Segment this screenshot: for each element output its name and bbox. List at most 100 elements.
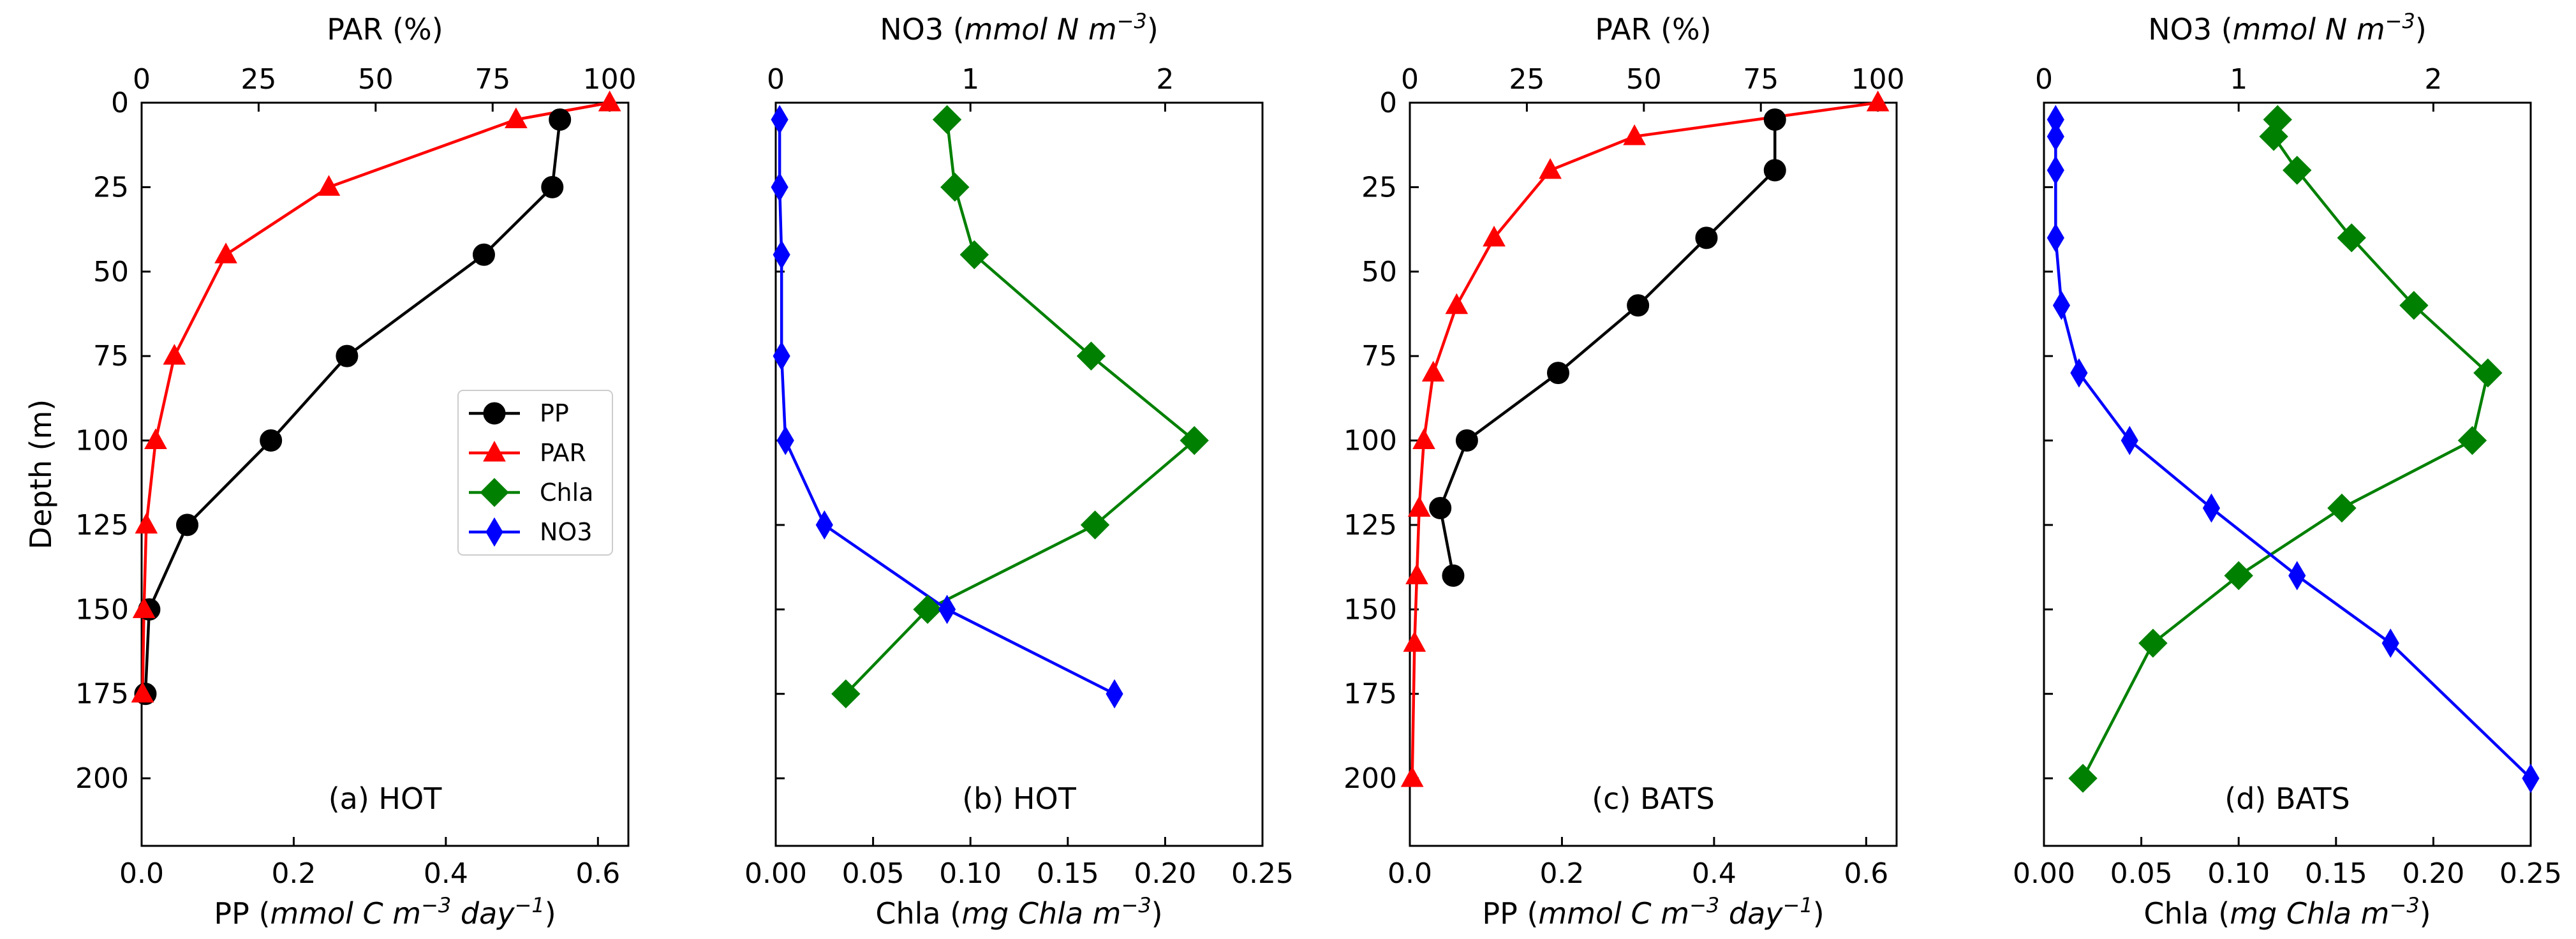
x-tick-label: 0.6	[575, 857, 620, 890]
data-point-chla	[1180, 425, 1209, 455]
data-point-par	[135, 512, 158, 534]
data-point-par	[1407, 496, 1431, 517]
data-point-par	[505, 107, 528, 128]
legend-marker-no3	[485, 517, 503, 547]
data-point-pp	[541, 175, 564, 198]
y-tick-label: 75	[93, 340, 129, 373]
y-tick-label: 175	[1344, 678, 1397, 711]
x-tick-label: 0.05	[842, 857, 905, 890]
data-point-no3	[2288, 561, 2306, 591]
x2-tick-label: 25	[1509, 63, 1544, 96]
data-point-chla	[1080, 510, 1110, 540]
x-tick-label: 0.6	[1844, 857, 1888, 890]
data-point-par	[214, 242, 237, 263]
x-tick-label: 0.0	[1388, 857, 1432, 890]
data-point-pp	[1763, 108, 1786, 131]
legend: PP PAR Chla NO3	[457, 390, 613, 556]
data-point-no3	[2121, 425, 2138, 455]
x-tick-label: 0.25	[1231, 857, 1294, 890]
data-point-chla	[959, 240, 989, 270]
data-point-no3	[2070, 358, 2088, 388]
panel-label: (a) HOT	[329, 781, 443, 816]
data-point-par	[132, 597, 156, 618]
series-line-pp	[1439, 119, 1777, 576]
x2-tick-label: 75	[1743, 63, 1779, 96]
data-point-no3	[771, 105, 788, 135]
data-point-par	[131, 681, 154, 703]
data-point-no3	[2052, 290, 2071, 320]
y-tick-label: 200	[1344, 762, 1397, 795]
data-point-par	[1483, 225, 1506, 247]
plot-frame	[774, 101, 1264, 847]
data-point-pp	[472, 243, 495, 266]
series-line-pp	[144, 119, 561, 694]
legend-label-chla: Chla	[540, 478, 593, 506]
panel-label: (b) HOT	[962, 781, 1077, 816]
x2-axis-label: NO3 (mmol N m−3)	[880, 9, 1158, 47]
data-point-no3	[2381, 628, 2399, 658]
x2-tick-label: 0	[767, 63, 785, 96]
data-point-no3	[773, 240, 790, 270]
legend-marker-par	[483, 440, 506, 462]
x2-tick-label: 25	[241, 63, 276, 96]
x2-tick-label: 1	[2230, 63, 2247, 96]
x-tick-label: 0.00	[744, 857, 807, 890]
data-point-pp	[260, 429, 283, 452]
data-point-no3	[2047, 223, 2064, 253]
x2-tick-label: 1	[961, 63, 979, 96]
data-point-pp	[1695, 226, 1718, 249]
y-tick-label: 0	[111, 87, 129, 119]
x-tick-label: 0.15	[2305, 857, 2367, 890]
data-point-chla	[2399, 291, 2429, 320]
data-point-no3	[2047, 155, 2064, 185]
x2-tick-label: 0	[2035, 63, 2053, 96]
data-point-no3	[771, 172, 788, 202]
data-point-pp	[176, 514, 199, 536]
data-point-chla	[2259, 122, 2288, 151]
x2-tick-label: 0	[1401, 63, 1419, 96]
x-tick-label: 0.4	[1692, 857, 1736, 890]
x-tick-label: 0.2	[271, 857, 316, 890]
data-point-chla	[1076, 341, 1106, 371]
data-point-pp	[549, 108, 572, 131]
x-tick-label: 0.05	[2110, 857, 2173, 890]
x2-tick-label: 50	[1626, 63, 1662, 96]
y-tick-label: 150	[75, 593, 129, 626]
panel-3: 0 25 50 75 100 125 150 175 200 0.0 0.2 0.4 0.6 0 25 50 7…	[1344, 63, 1905, 890]
data-point-chla	[2283, 156, 2312, 185]
data-point-par	[144, 428, 167, 450]
data-point-pp	[1429, 496, 1452, 519]
y-axis-label: Depth (m)	[24, 399, 58, 549]
data-point-par	[1403, 631, 1426, 652]
panel-2: 0.00 0.05 0.10 0.15 0.20 0.25 0 1 2 (b) HOT	[744, 63, 1294, 890]
data-point-no3	[773, 341, 790, 371]
x2-tick-label: 2	[2424, 63, 2442, 96]
data-point-no3	[1106, 679, 1123, 709]
data-point-chla	[940, 172, 970, 202]
data-point-pp	[1546, 362, 1569, 385]
y-tick-label: 25	[93, 171, 129, 203]
panel-4: 0.00 0.05 0.10 0.15 0.20 0.25 0 1 2 (d) BATS	[2013, 63, 2562, 890]
data-point-no3	[776, 425, 794, 455]
data-point-chla	[2473, 358, 2503, 388]
data-point-par	[598, 90, 621, 112]
x2-tick-label: 0	[133, 63, 151, 96]
plot-frame	[2043, 101, 2532, 847]
y-tick-label: 100	[75, 425, 129, 457]
x-tick-label: 0.00	[2013, 857, 2075, 890]
series-line-par	[1410, 101, 1878, 779]
data-point-no3	[938, 595, 956, 625]
data-point-chla	[2068, 764, 2098, 793]
x2-tick-label: 100	[1851, 63, 1905, 96]
legend-label-par: PAR	[540, 439, 586, 467]
data-point-pp	[1627, 294, 1650, 317]
x-tick-label: 0.0	[119, 857, 164, 890]
x-tick-label: 0.20	[2402, 857, 2464, 890]
legend-marker-pp	[483, 402, 506, 425]
data-point-chla	[2337, 223, 2366, 253]
data-point-par	[1866, 90, 1890, 112]
legend-label-no3: NO3	[540, 518, 593, 546]
data-point-no3	[2047, 121, 2064, 151]
